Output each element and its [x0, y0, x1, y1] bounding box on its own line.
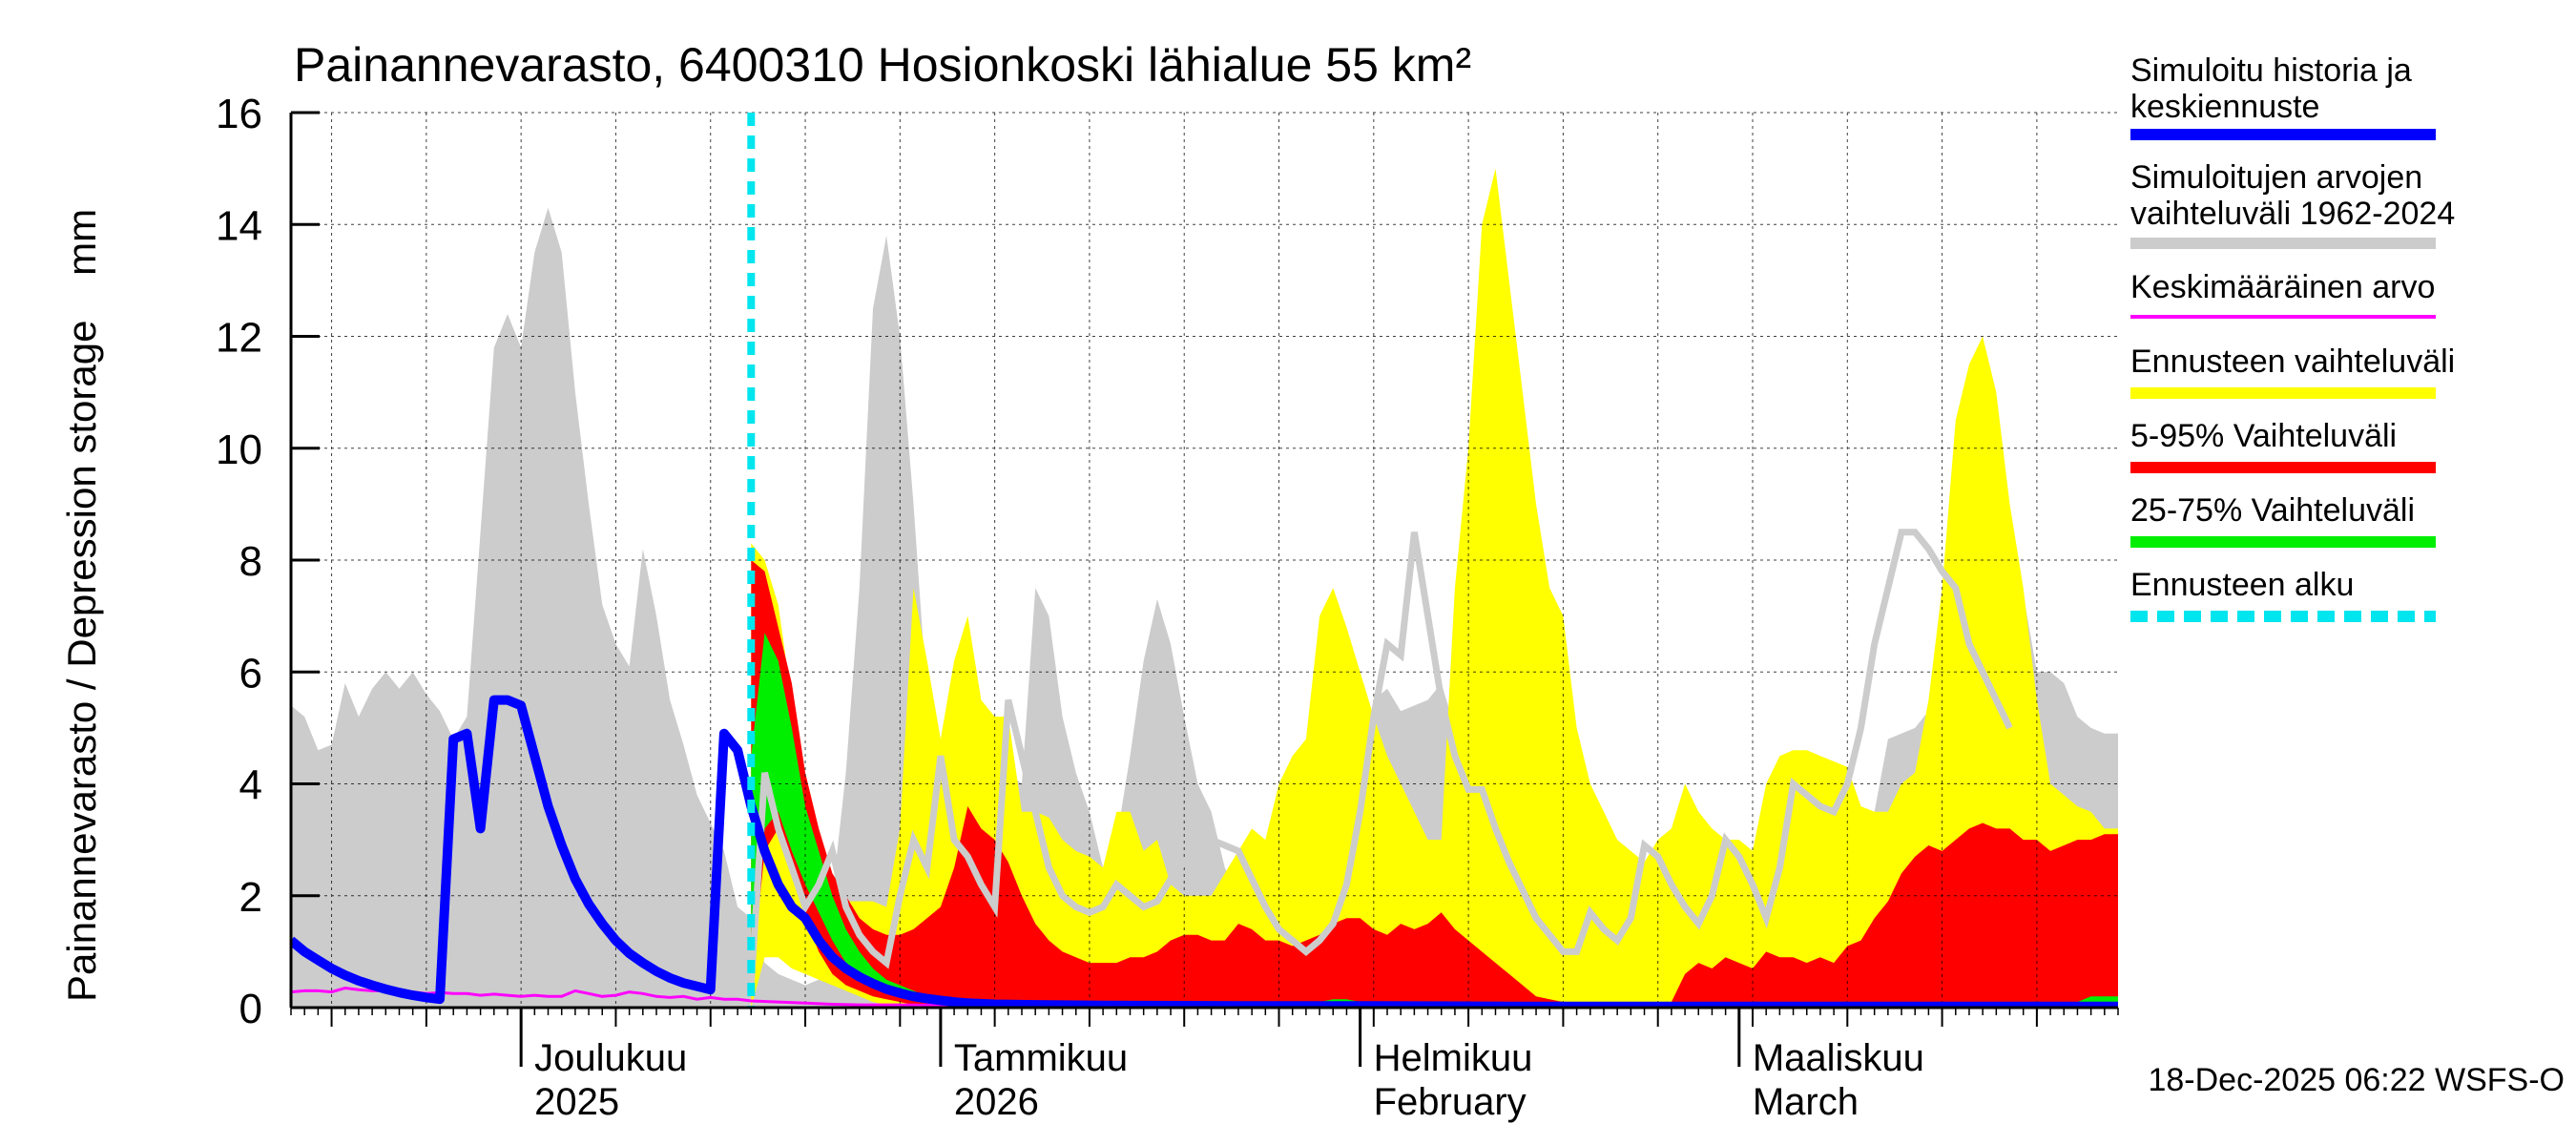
legend: Simuloitu historia ja keskiennuste Simuloi… — [2130, 52, 2455, 622]
y-tick-label: 8 — [239, 538, 262, 585]
chart-title: Painannevarasto, 6400310 Hosionkoski läh… — [294, 38, 1471, 92]
y-tick-label: 16 — [216, 91, 262, 137]
x-year-label: February — [1374, 1081, 1527, 1123]
y-tick-label: 6 — [239, 650, 262, 697]
x-year-label: March — [1753, 1081, 1859, 1123]
x-year-label: 2025 — [534, 1081, 619, 1123]
y-axis: 0 2 4 6 8 10 12 14 16 — [216, 91, 320, 1032]
simulated-line — [291, 695, 2118, 1008]
y-tick-label: 12 — [216, 315, 262, 362]
line-layers — [291, 113, 2118, 1008]
historical-median-line — [747, 529, 2013, 986]
forecast-range-area — [751, 168, 2118, 1008]
y-tick-label: 0 — [239, 986, 262, 1032]
legend-label: Keskimääräinen arvo — [2130, 269, 2435, 305]
x-month-label: Tammikuu — [954, 1037, 1128, 1079]
x-year-label: 2026 — [954, 1081, 1039, 1123]
legend-label: Ennusteen vaihteluväli — [2130, 344, 2455, 380]
y-tick-label: 14 — [216, 202, 262, 249]
x-month-label: Joulukuu — [534, 1037, 687, 1079]
grid — [291, 112, 2118, 1008]
legend-label: Simuloitu historia ja keskiennuste — [2130, 52, 2412, 125]
legend-label: 25-75% Vaihteluväli — [2130, 492, 2415, 529]
y-axis-label: Painannevarasto / Depression storage mm — [59, 209, 104, 1002]
y-tick-label: 4 — [239, 762, 262, 809]
legend-label: Ennusteen alku — [2130, 567, 2354, 603]
legend-label: 5-95% Vaihteluväli — [2130, 418, 2397, 454]
footer-timestamp: 18-Dec-2025 06:22 WSFS-O — [2148, 1062, 2565, 1098]
x-month-label: Maaliskuu — [1753, 1037, 1924, 1079]
legend-label: Simuloitujen arvojen vaihteluväli 1962-20… — [2130, 159, 2455, 232]
x-month-label: Helmikuu — [1374, 1037, 1533, 1079]
y-tick-label: 10 — [216, 427, 262, 473]
y-tick-label: 2 — [239, 874, 262, 921]
